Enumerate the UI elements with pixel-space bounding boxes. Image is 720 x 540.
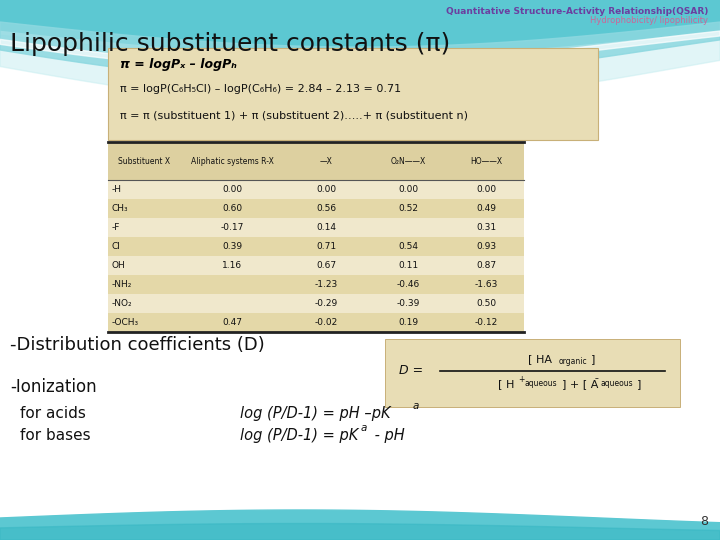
Text: 0.14: 0.14 [316, 223, 336, 232]
Text: -0.46: -0.46 [397, 280, 420, 289]
Text: 8: 8 [700, 515, 708, 528]
Text: 0.39: 0.39 [222, 242, 243, 251]
Text: 0.00: 0.00 [316, 185, 336, 194]
Text: 0.60: 0.60 [222, 204, 243, 213]
Text: for acids: for acids [20, 406, 86, 421]
Text: Hydrophobicity/ lipophilicity: Hydrophobicity/ lipophilicity [590, 16, 708, 25]
Text: π = π (substituent 1) + π (substituent 2)…..+ π (substituent n): π = π (substituent 1) + π (substituent 2… [120, 110, 468, 120]
Text: 0.11: 0.11 [398, 261, 418, 270]
Text: Cl: Cl [112, 242, 121, 251]
Text: -1.23: -1.23 [315, 280, 338, 289]
Text: 0.71: 0.71 [316, 242, 336, 251]
Text: aqueous: aqueous [524, 380, 557, 388]
Text: 0.54: 0.54 [398, 242, 418, 251]
Text: -NH₂: -NH₂ [112, 280, 132, 289]
Text: OH: OH [112, 261, 126, 270]
Text: Quantitative Structure-Activity Relationship(QSAR): Quantitative Structure-Activity Relation… [446, 7, 708, 16]
Bar [108, 180, 524, 199]
Text: CH₃: CH₃ [112, 204, 129, 213]
Text: —X: —X [320, 157, 333, 165]
Text: ] + [ A: ] + [ A [562, 379, 599, 389]
Text: -0.12: -0.12 [475, 318, 498, 327]
Text: -NO₂: -NO₂ [112, 299, 132, 308]
Text: 0.49: 0.49 [477, 204, 497, 213]
Text: log (P/D-1) = pH –pK: log (P/D-1) = pH –pK [240, 406, 391, 421]
Text: O₂N——X: O₂N——X [390, 157, 426, 165]
Text: -0.17: -0.17 [221, 223, 244, 232]
Text: D =: D = [399, 364, 423, 377]
Text: [ HA: [ HA [528, 354, 552, 364]
Text: π = logPₓ – logPₕ: π = logPₓ – logPₕ [120, 58, 237, 71]
Text: 1.16: 1.16 [222, 261, 243, 270]
Text: -Ionization: -Ionization [10, 378, 96, 396]
Text: 0.47: 0.47 [222, 318, 243, 327]
Text: for bases: for bases [20, 428, 91, 443]
Text: 0.19: 0.19 [398, 318, 418, 327]
Bar [108, 294, 524, 313]
Text: -OCH₃: -OCH₃ [112, 318, 139, 327]
Text: ]: ] [590, 354, 595, 364]
Text: HO——X: HO——X [470, 157, 503, 165]
Text: -Distribution coefficients (D): -Distribution coefficients (D) [10, 336, 265, 354]
Text: Aliphatic systems R-X: Aliphatic systems R-X [191, 157, 274, 165]
Text: 0.56: 0.56 [316, 204, 336, 213]
Text: 0.67: 0.67 [316, 261, 336, 270]
Text: 0.93: 0.93 [477, 242, 497, 251]
Text: - pH: - pH [370, 428, 405, 443]
Text: –: – [595, 375, 598, 383]
Text: 0.31: 0.31 [477, 223, 497, 232]
Text: 0.00: 0.00 [222, 185, 243, 194]
Text: organic: organic [559, 356, 587, 366]
Text: a: a [413, 401, 419, 411]
Text: Substituent X: Substituent X [118, 157, 170, 165]
Text: ]: ] [636, 379, 641, 389]
Bar [108, 275, 524, 294]
Text: a: a [361, 423, 367, 433]
Bar [108, 48, 598, 140]
Bar [108, 218, 524, 237]
Text: [ H: [ H [498, 379, 514, 389]
Bar [108, 313, 524, 332]
Text: 0.50: 0.50 [477, 299, 497, 308]
Text: aqueous: aqueous [600, 380, 633, 388]
Text: π = logP(C₆H₅Cl) – logP(C₆H₆) = 2.84 – 2.13 = 0.71: π = logP(C₆H₅Cl) – logP(C₆H₆) = 2.84 – 2… [120, 84, 401, 94]
Bar [108, 142, 524, 180]
Text: 0.00: 0.00 [477, 185, 497, 194]
Text: 0.00: 0.00 [398, 185, 418, 194]
Text: +: + [518, 375, 525, 383]
Text: Lipophilic substituent constants (π): Lipophilic substituent constants (π) [10, 32, 450, 56]
Bar [108, 256, 524, 275]
Bar [385, 339, 680, 407]
Text: -0.02: -0.02 [315, 318, 338, 327]
Text: 0.87: 0.87 [477, 261, 497, 270]
Text: -1.63: -1.63 [474, 280, 498, 289]
Bar [108, 237, 524, 256]
Text: -0.29: -0.29 [315, 299, 338, 308]
Text: log (P/D-1) = pK: log (P/D-1) = pK [240, 428, 359, 443]
Bar [108, 199, 524, 218]
Text: 0.52: 0.52 [398, 204, 418, 213]
Text: -0.39: -0.39 [396, 299, 420, 308]
Text: -F: -F [112, 223, 120, 232]
Text: -H: -H [112, 185, 122, 194]
